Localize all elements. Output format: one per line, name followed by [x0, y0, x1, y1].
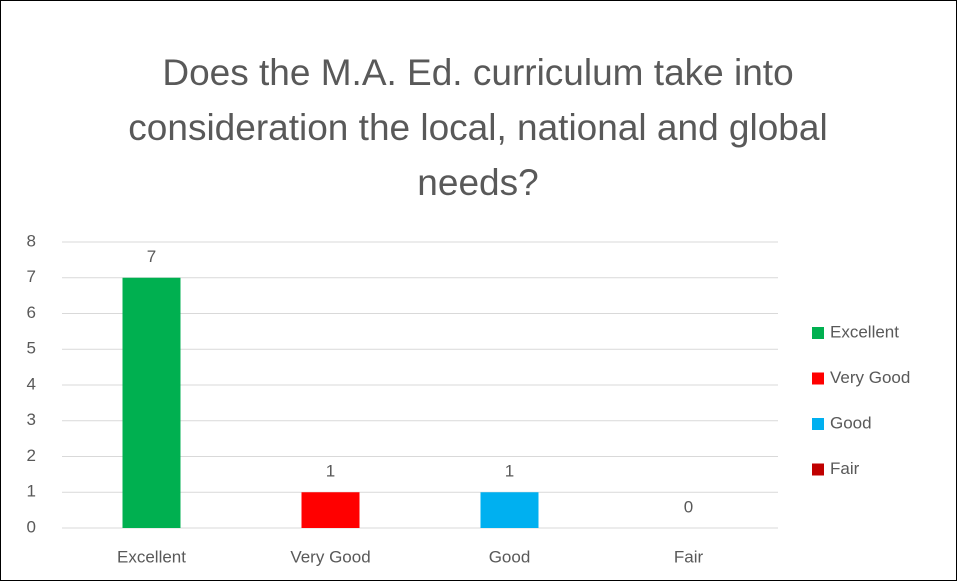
y-tick-label: 2: [27, 446, 36, 465]
y-tick-label: 6: [27, 303, 36, 322]
bar: [480, 492, 539, 528]
chart-title: Does the M.A. Ed. curriculum take into c…: [128, 52, 828, 203]
legend-label: Very Good: [830, 368, 910, 387]
data-label: 7: [147, 247, 156, 266]
legend-swatch: [812, 463, 824, 476]
legend-label: Good: [830, 413, 872, 432]
bar: [122, 277, 181, 528]
legend-swatch: [812, 418, 824, 430]
legend-swatch: [812, 372, 824, 385]
y-tick-label: 3: [27, 410, 36, 429]
y-tick-label: 4: [27, 374, 36, 393]
y-tick-label: 0: [27, 517, 36, 536]
data-label: 1: [326, 462, 335, 481]
legend-label: Fair: [830, 459, 860, 478]
x-tick-label: Fair: [674, 547, 704, 566]
x-tick-label: Good: [489, 547, 531, 566]
x-tick-label: Excellent: [117, 547, 186, 566]
x-tick-label: Very Good: [290, 547, 370, 566]
data-label: 1: [505, 462, 514, 481]
bar: [301, 492, 360, 528]
data-label: 0: [684, 497, 693, 516]
y-tick-label: 7: [27, 267, 36, 286]
legend-label: Excellent: [830, 322, 899, 341]
y-tick-label: 1: [27, 482, 36, 501]
y-tick-label: 8: [27, 231, 36, 250]
y-tick-label: 5: [27, 339, 36, 358]
legend-swatch: [812, 327, 824, 339]
